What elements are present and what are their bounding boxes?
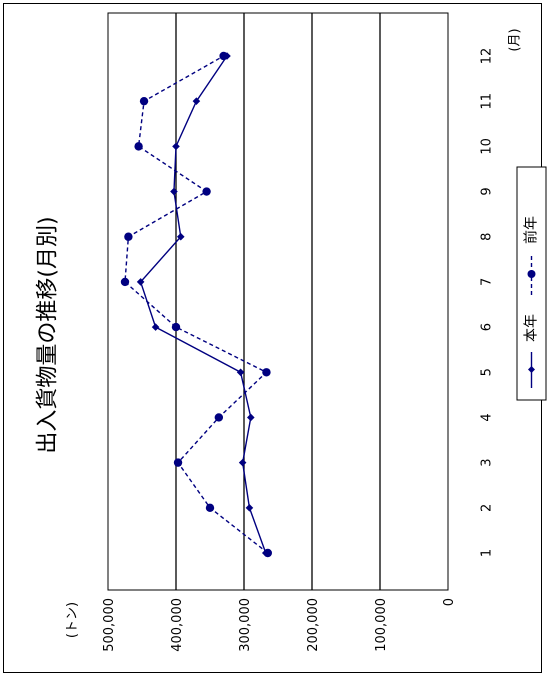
data-point	[214, 413, 224, 422]
data-point	[170, 187, 178, 196]
series-line	[139, 55, 267, 554]
data-point	[192, 97, 201, 105]
category-tick-label: 11	[480, 93, 495, 110]
legend-label: 本年	[524, 314, 540, 342]
data-point	[172, 142, 180, 151]
category-tick-label: 1	[480, 549, 495, 557]
category-tick-label: 12	[480, 48, 495, 65]
tick-labels: 0 100,000 200,000 300,000 400,000 500,000 (トン)…	[65, 28, 523, 651]
category-tick-label: 5	[480, 368, 495, 376]
data-point	[245, 504, 254, 512]
value-axis-unit: (トン)	[65, 602, 80, 638]
value-tick-label: 100,000	[374, 598, 389, 652]
category-tick-label: 7	[480, 278, 495, 286]
category-tick-label: 2	[480, 504, 495, 512]
category-tick-label: 4	[480, 413, 495, 421]
legend-marker	[527, 270, 536, 278]
plot-border	[107, 12, 449, 591]
category-tick-label: 9	[480, 187, 495, 195]
series-layer	[120, 51, 272, 558]
series-1	[136, 52, 270, 557]
data-point	[176, 232, 185, 241]
data-point	[139, 96, 149, 106]
data-point	[202, 187, 211, 196]
chart-title: 出入貨物量の推移(月別)	[36, 216, 61, 453]
data-point	[219, 51, 228, 61]
value-tick-label: 500,000	[102, 598, 117, 652]
data-point	[263, 548, 272, 558]
data-point	[171, 322, 181, 332]
data-point	[238, 458, 247, 467]
value-tick-label: 400,000	[170, 598, 185, 652]
category-tick-label: 8	[480, 233, 495, 241]
data-point	[262, 368, 271, 377]
chart-frame	[3, 3, 542, 673]
data-point	[236, 368, 245, 377]
data-point	[151, 323, 160, 331]
data-point	[247, 413, 255, 422]
series-2	[120, 51, 272, 558]
category-axis-unit: (月)	[508, 28, 523, 51]
value-tick-label: 200,000	[306, 598, 321, 652]
category-tick-label: 3	[480, 458, 495, 466]
data-point	[124, 232, 133, 241]
titles: 出入貨物量の推移(月別)	[36, 216, 61, 453]
data-point	[134, 142, 143, 151]
data-point	[205, 503, 215, 513]
legend-entry-2: 前年	[523, 216, 540, 295]
legend-entry-1: 本年	[524, 314, 540, 388]
series-line	[124, 55, 269, 554]
category-tick-label: 6	[480, 323, 495, 331]
value-tick-label: 300,000	[238, 598, 253, 652]
legend-label: 前年	[523, 216, 540, 244]
data-point	[173, 458, 183, 467]
value-tick-label: 0	[442, 598, 457, 606]
plot-area	[107, 12, 449, 591]
data-point	[120, 277, 130, 287]
data-point	[136, 278, 145, 286]
legend-marker	[528, 366, 535, 373]
category-tick-label: 10	[480, 138, 495, 155]
